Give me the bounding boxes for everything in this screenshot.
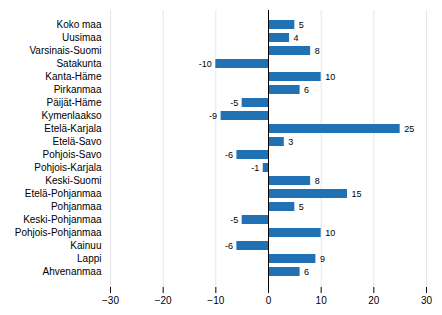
svg-text:Pohjois-Savo: Pohjois-Savo [43,149,102,160]
svg-text:Koko maa: Koko maa [56,19,101,30]
svg-text:5: 5 [299,20,304,30]
svg-text:Pohjois-Karjala: Pohjois-Karjala [34,162,102,173]
svg-text:9: 9 [320,254,325,264]
svg-text:Etelä-Pohjanmaa: Etelä-Pohjanmaa [25,188,102,199]
svg-text:−10: −10 [207,295,224,306]
svg-text:Kainuu: Kainuu [70,240,101,251]
svg-text:-5: -5 [230,98,238,108]
svg-text:Satakunta: Satakunta [56,58,101,69]
svg-text:15: 15 [352,189,362,199]
svg-text:-6: -6 [225,241,233,251]
svg-text:−20: −20 [155,295,172,306]
svg-text:−30: −30 [102,295,119,306]
svg-text:Ahvenanmaa: Ahvenanmaa [43,266,102,277]
svg-text:Pohjois-Pohjanmaa: Pohjois-Pohjanmaa [15,227,102,238]
svg-text:Pirkanmaa: Pirkanmaa [54,84,102,95]
svg-text:Varsinais-Suomi: Varsinais-Suomi [29,45,101,56]
svg-text:6: 6 [304,267,309,277]
svg-text:-6: -6 [225,150,233,160]
svg-text:Lappi: Lappi [77,253,101,264]
svg-text:-1: -1 [251,163,259,173]
svg-text:Kanta-Häme: Kanta-Häme [45,71,102,82]
svg-text:6: 6 [304,85,309,95]
svg-text:5: 5 [299,202,304,212]
svg-text:10: 10 [325,72,335,82]
svg-text:-9: -9 [209,111,217,121]
svg-text:4: 4 [294,33,299,43]
svg-text:20: 20 [368,295,380,306]
svg-text:3: 3 [288,137,293,147]
svg-text:Kymenlaakso: Kymenlaakso [41,110,101,121]
svg-text:Pohjanmaa: Pohjanmaa [51,201,102,212]
svg-text:10: 10 [316,295,328,306]
svg-text:10: 10 [325,228,335,238]
svg-text:-10: -10 [199,59,212,69]
svg-text:Keski-Pohjanmaa: Keski-Pohjanmaa [23,214,102,225]
svg-text:Uusimaa: Uusimaa [62,32,102,43]
svg-text:0: 0 [266,295,272,306]
svg-text:-5: -5 [230,215,238,225]
svg-text:Keski-Suomi: Keski-Suomi [45,175,101,186]
svg-text:Etelä-Savo: Etelä-Savo [53,136,102,147]
svg-text:8: 8 [315,46,320,56]
svg-text:Päijät-Häme: Päijät-Häme [46,97,101,108]
svg-text:30: 30 [421,295,433,306]
svg-text:Etelä-Karjala: Etelä-Karjala [44,123,102,134]
svg-text:25: 25 [404,124,414,134]
svg-text:8: 8 [315,176,320,186]
